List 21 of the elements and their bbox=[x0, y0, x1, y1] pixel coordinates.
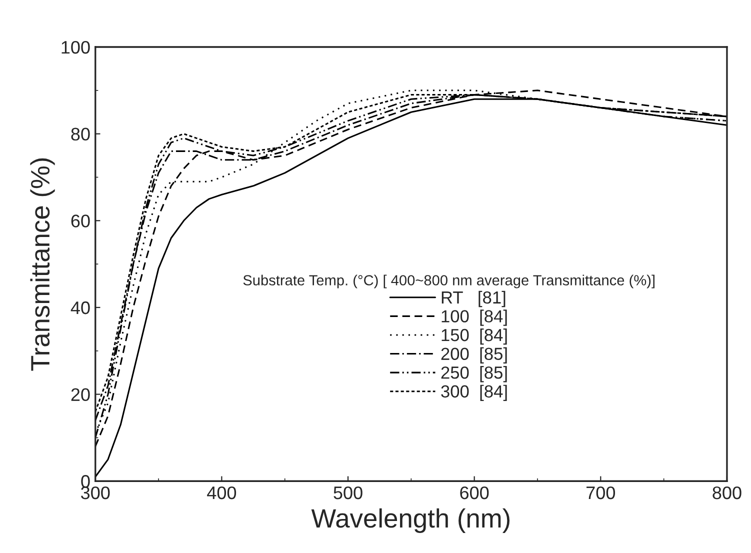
legend-label: 150 [84] bbox=[442, 328, 507, 345]
y-axis-title: Transmittance (%) bbox=[30, 158, 55, 371]
y-tick-label: 0 bbox=[81, 475, 90, 488]
legend-title: Substrate Temp. (°C) [ 400~800 nm average Transmittance (%)] bbox=[243, 274, 654, 288]
x-tick-label: 700 bbox=[586, 486, 616, 500]
legend-label: 300 [84] bbox=[441, 384, 507, 402]
y-tick-label: 100 bbox=[62, 40, 90, 54]
x-axis-title: Wavelength (nm) bbox=[311, 508, 510, 533]
legend-label: RT [81] bbox=[442, 290, 506, 308]
y-tick-label: 40 bbox=[70, 301, 90, 314]
x-tick-label: 600 bbox=[460, 486, 489, 500]
y-tick-label: 20 bbox=[71, 388, 90, 402]
y-tick-label: 80 bbox=[71, 128, 90, 141]
x-tick-label: 800 bbox=[712, 486, 742, 500]
y-tick-label: 60 bbox=[71, 214, 90, 228]
x-tick-label: 400 bbox=[207, 486, 236, 500]
x-tick-label: 500 bbox=[334, 486, 362, 500]
legend-label: 250 [85] bbox=[441, 366, 507, 382]
legend-label: 200 [85] bbox=[441, 347, 507, 364]
legend-label: 100 [84] bbox=[442, 310, 507, 326]
x-tick-label: 300 bbox=[81, 486, 110, 500]
